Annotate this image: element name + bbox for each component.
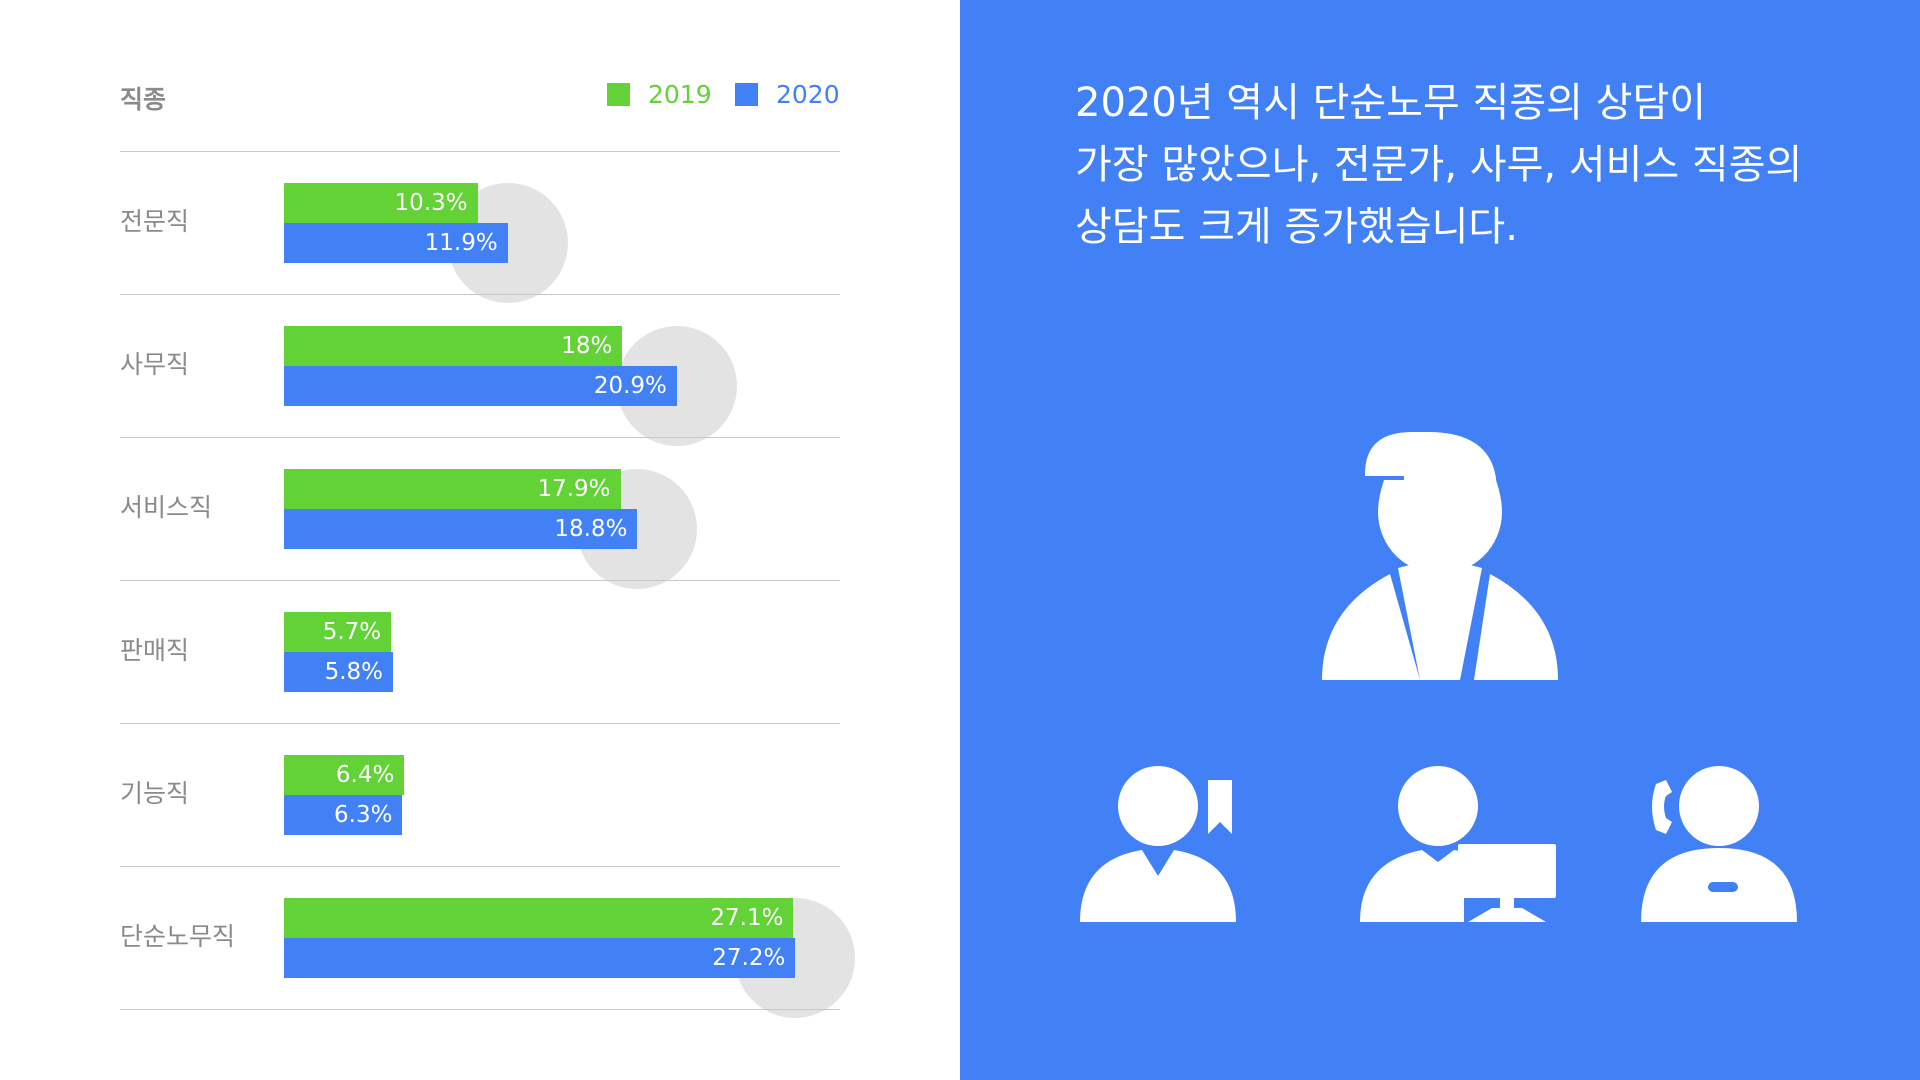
bar-2019: 10.3% <box>284 183 478 223</box>
bar-2020: 6.3% <box>284 795 403 835</box>
info-panel: 2020년 역시 단순노무 직종의 상담이 가장 많았으나, 전문가, 사무, … <box>960 0 1920 1080</box>
category-label: 판매직 <box>120 636 190 665</box>
row-divider-2 <box>120 437 840 438</box>
category-label: 전문직 <box>120 207 190 236</box>
headline-line-3: 상담도 크게 증가했습니다. <box>1075 204 1518 250</box>
occupation-icons <box>1080 432 1797 922</box>
legend-label-2020: 2020 <box>776 80 840 109</box>
bar-2019: 17.9% <box>284 469 621 509</box>
legend-swatch-2020 <box>735 83 758 106</box>
row-divider-1 <box>120 294 840 295</box>
legend-2019: 2019 <box>607 80 712 109</box>
bar-2020: 18.8% <box>284 509 638 549</box>
bar-2020: 5.8% <box>284 652 394 692</box>
legend-swatch-2019 <box>607 83 630 106</box>
service-headset-icon <box>1641 766 1797 922</box>
data-label-2019: 17.9% <box>537 476 611 502</box>
data-label-2019: 6.4% <box>335 762 395 788</box>
professional-bookmark-icon <box>1080 766 1236 922</box>
row-divider-5 <box>120 866 840 867</box>
legend-label-2019: 2019 <box>648 80 712 109</box>
bar-2020: 27.2% <box>284 938 796 978</box>
office-computer-icon <box>1360 766 1556 922</box>
row-divider-4 <box>120 723 840 724</box>
category-header: 직종 <box>120 85 167 114</box>
data-label-2019: 27.1% <box>710 905 784 931</box>
worker-cap-icon <box>1322 432 1558 680</box>
headline: 2020년 역시 단순노무 직종의 상담이 가장 많았으나, 전문가, 사무, … <box>1075 72 1875 258</box>
legend-2020: 2020 <box>735 80 840 109</box>
row-divider-6 <box>120 1009 840 1010</box>
data-label-2020: 11.9% <box>424 230 498 256</box>
headline-line-1: 2020년 역시 단순노무 직종의 상담이 <box>1075 80 1707 126</box>
headline-line-2: 가장 많았으나, 전문가, 사무, 서비스 직종의 <box>1075 142 1803 188</box>
bar-2019: 27.1% <box>284 898 794 938</box>
data-label-2019: 10.3% <box>394 190 468 216</box>
category-label: 서비스직 <box>120 493 213 522</box>
data-label-2020: 18.8% <box>554 516 628 542</box>
data-label-2019: 18% <box>561 333 613 359</box>
bar-2020: 20.9% <box>284 366 677 406</box>
data-label-2020: 6.3% <box>334 802 393 828</box>
data-label-2020: 5.8% <box>324 659 384 685</box>
bar-2020: 11.9% <box>284 223 508 263</box>
data-label-2019: 5.7% <box>322 619 382 645</box>
bar-2019: 6.4% <box>284 755 405 795</box>
category-label: 단순노무직 <box>120 922 236 951</box>
row-divider-0 <box>120 151 840 152</box>
category-label: 사무직 <box>120 350 190 379</box>
row-divider-3 <box>120 580 840 581</box>
chart-panel: 직종 2019 2020 전문직 10.3% 11.9% 사무직 18% 20.9% 서비스… <box>120 80 856 1018</box>
bar-2019: 18% <box>284 326 623 366</box>
bar-2019: 5.7% <box>284 612 392 652</box>
data-label-2020: 27.2% <box>712 945 786 971</box>
data-label-2020: 20.9% <box>593 373 667 399</box>
category-label: 기능직 <box>120 779 190 808</box>
